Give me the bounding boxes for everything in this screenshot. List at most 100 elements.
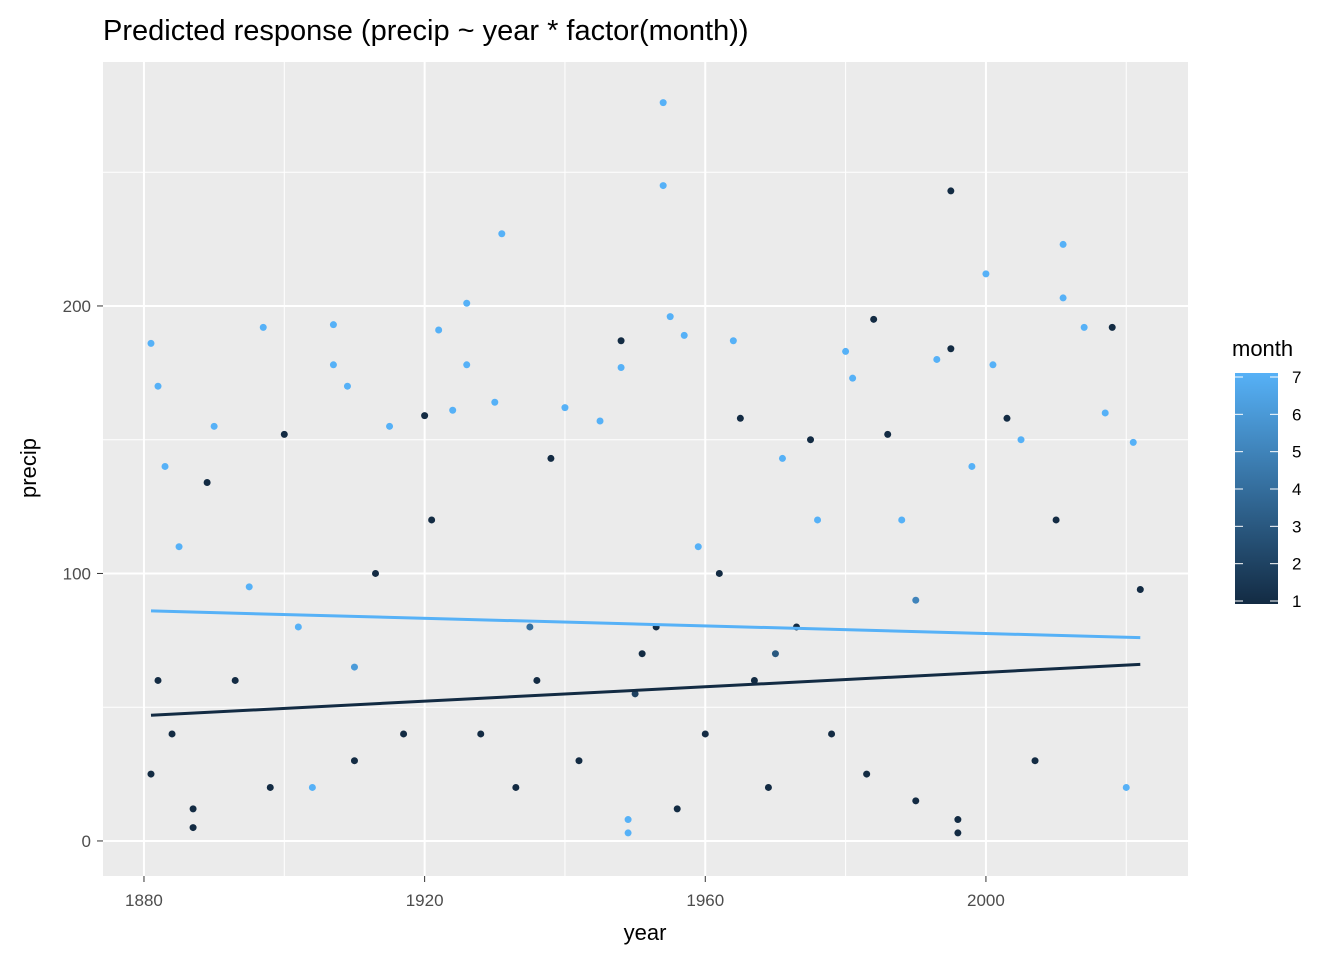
legend-label: 5 — [1292, 443, 1301, 462]
point — [386, 422, 394, 430]
y-axis-title: precip — [16, 438, 41, 498]
point — [210, 422, 218, 430]
panel — [103, 62, 1188, 876]
point — [659, 182, 667, 190]
point — [666, 313, 674, 321]
point — [350, 757, 358, 765]
legend-label: 4 — [1292, 480, 1301, 499]
x-tick-label: 1880 — [125, 891, 163, 910]
point — [624, 829, 632, 837]
point — [175, 543, 183, 551]
point — [189, 805, 197, 813]
point — [245, 583, 253, 591]
point — [1052, 516, 1060, 524]
point — [1059, 294, 1067, 302]
point — [617, 363, 625, 371]
point — [477, 730, 485, 738]
point — [736, 414, 744, 422]
point — [617, 337, 625, 345]
point — [147, 770, 155, 778]
y-tick-label: 100 — [63, 564, 91, 583]
point — [294, 623, 302, 631]
point — [807, 436, 815, 444]
point — [189, 824, 197, 832]
legend-label: 7 — [1292, 368, 1301, 387]
point — [308, 783, 316, 791]
x-tick-label: 1920 — [406, 891, 444, 910]
point — [533, 676, 541, 684]
point — [631, 690, 639, 698]
point — [764, 783, 772, 791]
point — [154, 382, 162, 390]
point — [898, 516, 906, 524]
point — [947, 187, 955, 195]
point — [154, 676, 162, 684]
y-tick-label: 200 — [63, 297, 91, 316]
point — [849, 374, 857, 382]
x-tick-label: 1960 — [686, 891, 724, 910]
point — [701, 730, 709, 738]
point — [350, 663, 358, 671]
point — [400, 730, 408, 738]
point — [168, 730, 176, 738]
point — [280, 430, 288, 438]
point — [1003, 414, 1011, 422]
point — [449, 406, 457, 414]
point — [968, 462, 976, 470]
point — [147, 339, 155, 347]
point — [463, 361, 471, 369]
point — [491, 398, 499, 406]
point — [329, 361, 337, 369]
fit-line — [150, 609, 1141, 640]
point — [1122, 783, 1130, 791]
point — [161, 462, 169, 470]
chart-title: Predicted response (precip ~ year * fact… — [103, 15, 749, 47]
x-axis-title: year — [624, 920, 667, 945]
point — [596, 417, 604, 425]
point — [329, 321, 337, 329]
point — [638, 650, 646, 658]
point — [575, 757, 583, 765]
point — [947, 345, 955, 353]
point — [814, 516, 822, 524]
point — [266, 783, 274, 791]
point — [912, 797, 920, 805]
point — [771, 650, 779, 658]
point — [1017, 436, 1025, 444]
x-tick-label: 2000 — [967, 891, 1005, 910]
point — [982, 270, 990, 278]
point — [435, 326, 443, 334]
point — [1080, 323, 1088, 331]
point — [828, 730, 836, 738]
point — [870, 315, 878, 323]
point — [421, 412, 429, 420]
legend-label: 1 — [1292, 592, 1301, 611]
point — [989, 361, 997, 369]
point — [498, 230, 506, 238]
point — [343, 382, 351, 390]
point — [561, 404, 569, 412]
point — [1059, 240, 1067, 248]
legend-title: month — [1232, 336, 1293, 361]
point — [842, 347, 850, 355]
point — [912, 596, 920, 604]
point — [463, 299, 471, 307]
point — [512, 783, 520, 791]
point — [750, 676, 758, 684]
point — [884, 430, 892, 438]
point — [624, 816, 632, 824]
point — [1108, 323, 1116, 331]
point — [428, 516, 436, 524]
point — [954, 816, 962, 824]
point — [372, 569, 380, 577]
point — [1031, 757, 1039, 765]
point — [778, 454, 786, 462]
y-tick-label: 0 — [82, 832, 91, 851]
point — [547, 454, 555, 462]
point — [1101, 409, 1109, 417]
point — [673, 805, 681, 813]
fit-line — [150, 662, 1141, 717]
point — [715, 569, 723, 577]
point — [1129, 438, 1137, 446]
